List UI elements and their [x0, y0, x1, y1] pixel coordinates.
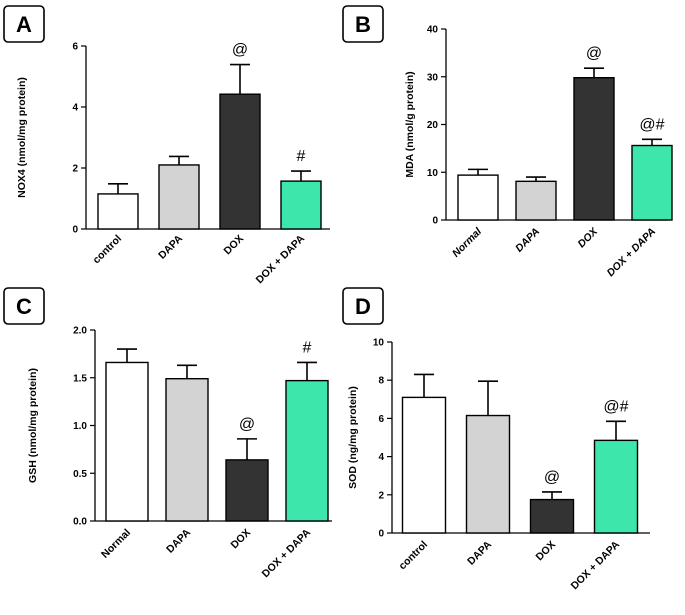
significance-label: @ — [232, 42, 248, 59]
category-label: Normal — [99, 527, 133, 561]
bar — [401, 396, 447, 534]
category-label: DOX — [576, 225, 601, 250]
category-label: DOX — [229, 527, 254, 552]
bar — [158, 164, 200, 230]
panel-letter: B — [355, 12, 371, 37]
panel-letter-box — [3, 5, 45, 43]
panel-b: B 0 10 20 30 40 MDA (nmol/g protein) Normal DAPA… — [342, 5, 673, 280]
category-label: DOX — [534, 539, 559, 564]
panel-letter: D — [355, 294, 371, 319]
y-tick-label: 30 — [427, 72, 439, 83]
bar — [165, 378, 209, 522]
bar — [529, 498, 575, 534]
category-label: control — [90, 233, 124, 267]
panel-d: D 0 2 4 6 8 10 SOD (ng/mg protein) control DAPA @ D… — [342, 287, 650, 592]
category-label: DOX + DAPA — [260, 526, 314, 580]
category-label: control — [396, 539, 430, 573]
y-tick-label: 4 — [378, 452, 384, 463]
y-tick-label: 0.0 — [73, 517, 87, 528]
y-tick-label: 2 — [72, 164, 78, 175]
y-tick-label: 6 — [378, 414, 384, 425]
bar — [280, 180, 322, 230]
y-tick-label: 0 — [72, 225, 78, 236]
bar — [219, 93, 261, 230]
y-tick-label: 2 — [378, 490, 384, 501]
category-label: DOX — [222, 233, 247, 258]
category-label: DAPA — [513, 226, 542, 255]
y-tick-label: 10 — [373, 338, 385, 349]
bar — [97, 193, 139, 230]
bar — [631, 144, 673, 221]
category-label: DOX + DAPA — [605, 226, 659, 280]
bar — [105, 361, 149, 522]
significance-label: @ — [586, 45, 602, 62]
significance-label: @# — [603, 398, 628, 415]
panel-letter-box — [342, 287, 384, 325]
y-tick-label: 4 — [72, 103, 78, 114]
y-tick-label: 40 — [427, 25, 439, 36]
panel-letter-box — [342, 5, 384, 43]
y-tick-label: 6 — [72, 42, 78, 53]
category-label: Normal — [450, 225, 485, 260]
panel-letter: C — [16, 294, 32, 319]
category-label: DOX + DAPA — [254, 232, 308, 286]
bar — [285, 379, 329, 522]
y-axis-label: SOD (ng/mg protein) — [347, 386, 359, 489]
panel-letter-box — [3, 287, 45, 325]
bar — [593, 439, 639, 534]
bar — [515, 180, 557, 221]
significance-label: # — [303, 339, 312, 356]
bar — [573, 77, 615, 221]
y-tick-label: 10 — [427, 168, 439, 179]
significance-label: @ — [544, 469, 560, 486]
category-label: DAPA — [156, 232, 185, 261]
bar — [465, 414, 511, 534]
y-tick-label: 0.5 — [73, 469, 87, 480]
y-tick-label: 2.0 — [73, 326, 87, 337]
y-tick-label: 0 — [432, 216, 438, 227]
panel-letter: A — [16, 12, 32, 37]
y-tick-label: 8 — [378, 376, 384, 387]
panel-c: C 0.0 0.5 1.0 1.5 2.0 GSH (nmol/mg protein) Nor… — [3, 287, 332, 580]
panel-a: A 0 2 4 6 NOX4 (nmol/mg protein) control DAPA @ D… — [3, 5, 330, 286]
category-label: DAPA — [465, 538, 494, 567]
y-tick-label: 20 — [427, 120, 439, 131]
y-tick-label: 1.5 — [73, 373, 87, 384]
bar — [457, 174, 499, 221]
y-axis-label: MDA (nmol/g protein) — [404, 71, 416, 177]
y-axis-label: NOX4 (nmol/mg protein) — [16, 77, 28, 198]
significance-label: @# — [639, 116, 664, 133]
significance-label: @ — [239, 416, 255, 433]
significance-label: # — [297, 148, 306, 165]
category-label: DOX + DAPA — [569, 538, 623, 592]
bar — [225, 459, 269, 522]
y-tick-label: 1.0 — [73, 421, 87, 432]
category-label: DAPA — [164, 526, 193, 555]
y-tick-label: 0 — [378, 529, 384, 540]
y-axis-label: GSH (nmol/mg protein) — [27, 368, 39, 483]
